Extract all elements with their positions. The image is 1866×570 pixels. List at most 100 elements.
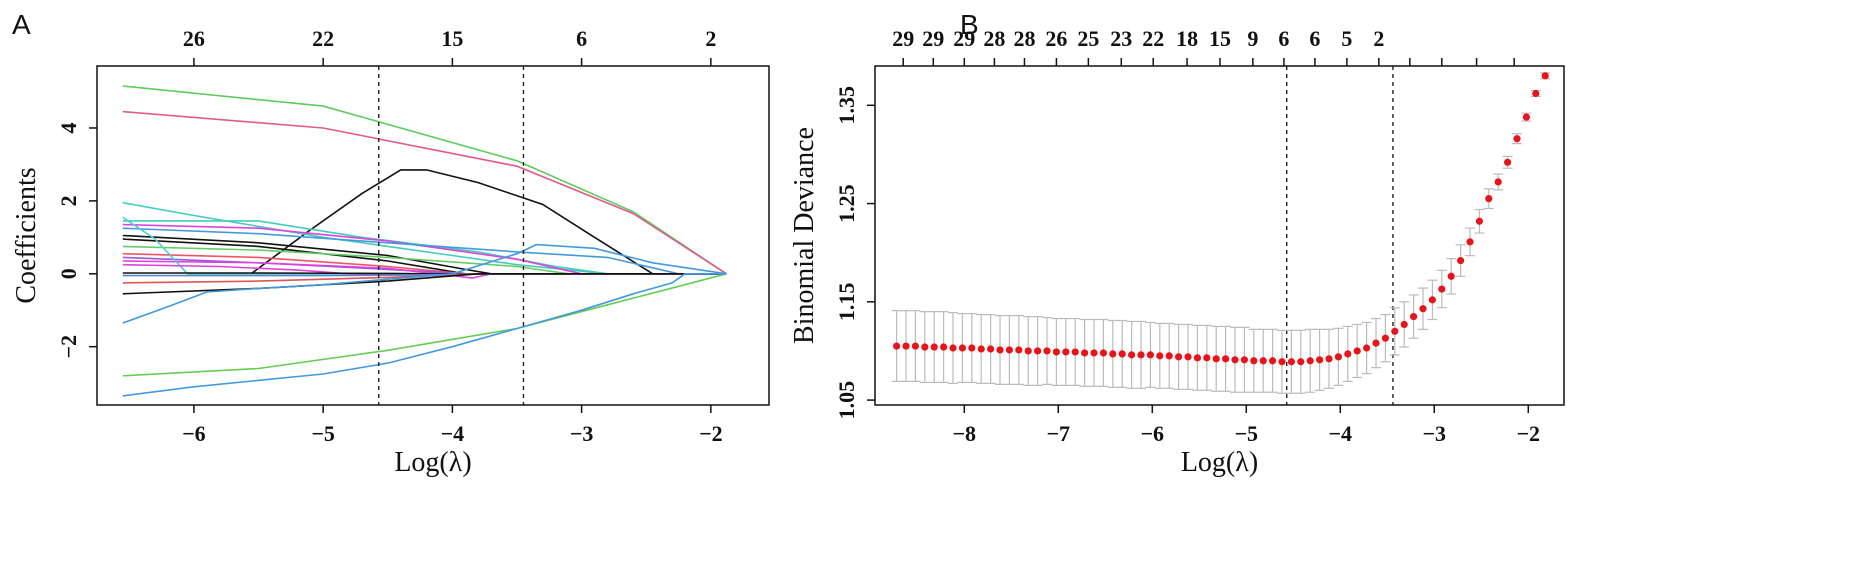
deviance-point	[1353, 347, 1361, 355]
y-tick-label: 1.25	[834, 184, 859, 223]
deviance-point	[1146, 351, 1155, 359]
deviance-point	[1231, 356, 1239, 364]
series-line-coef-22	[122, 272, 727, 397]
x-tick-label: −2	[699, 421, 723, 446]
top-tick-label: 22	[1142, 26, 1164, 51]
deviance-point	[949, 344, 957, 352]
deviance-point	[1109, 350, 1117, 358]
deviance-point	[1156, 352, 1164, 360]
top-tick-label: 25	[1077, 26, 1099, 51]
top-tick-label: 29	[922, 26, 944, 51]
deviance-point	[1184, 353, 1192, 361]
deviance-point	[1212, 355, 1220, 363]
deviance-point	[1081, 349, 1089, 357]
top-tick-label: 28	[1013, 26, 1035, 51]
top-tick-label: 2	[1373, 26, 1384, 51]
plot-frame-a	[96, 65, 770, 406]
deviance-point	[1532, 89, 1540, 98]
deviance-point	[1043, 347, 1051, 355]
panel-b-letter: B	[960, 9, 979, 40]
top-tick-label: 26	[183, 26, 205, 51]
y-tick-label: 0	[56, 268, 81, 279]
deviance-point	[1193, 354, 1202, 362]
x-tick-label: −6	[182, 421, 206, 446]
deviance-point	[1071, 348, 1079, 356]
deviance-point	[1438, 285, 1446, 293]
series-line-coef-4	[122, 201, 727, 275]
deviance-point	[1372, 339, 1380, 347]
deviance-point	[996, 346, 1004, 354]
deviance-point	[1287, 358, 1296, 366]
x-tick-label: −7	[1047, 421, 1071, 446]
x-tick-label: −3	[1423, 421, 1447, 446]
deviance-point	[940, 343, 948, 351]
top-tick-label: 26	[1045, 26, 1067, 51]
top-tick-label: 29	[953, 26, 975, 51]
plot-area-b	[891, 66, 1551, 405]
y-axis-title: Binomial Deviance	[789, 127, 820, 344]
deviance-point	[987, 345, 995, 353]
deviance-point	[1457, 256, 1465, 265]
deviance-point	[1118, 350, 1126, 358]
top-tick-label: 15	[1209, 26, 1231, 51]
x-tick-label: −4	[441, 421, 465, 446]
panel-a-letter: A	[12, 9, 31, 40]
deviance-point	[1005, 346, 1014, 354]
deviance-point	[1269, 357, 1277, 365]
series-line-coef-1	[122, 85, 727, 275]
series-line-coef-19	[122, 272, 727, 295]
x-axis-title: Log(λ)	[394, 447, 471, 478]
plot-area-a	[122, 66, 727, 405]
series-line-coef-3	[251, 169, 727, 275]
deviance-point	[1475, 217, 1484, 225]
deviance-point	[1344, 350, 1352, 358]
x-tick-label: −6	[1141, 421, 1165, 446]
deviance-point	[1522, 113, 1531, 121]
deviance-point	[921, 343, 929, 351]
top-tick-label: 6	[1309, 26, 1320, 51]
deviance-point	[1015, 346, 1023, 354]
deviance-point	[977, 345, 985, 353]
deviance-point	[1363, 344, 1371, 352]
top-tick-label: 2	[705, 26, 716, 51]
deviance-point	[1259, 357, 1267, 365]
x-tick-label: −2	[1517, 421, 1541, 446]
y-tick-label: 1.05	[834, 381, 859, 420]
top-tick-label: 28	[983, 26, 1005, 51]
top-tick-label: 6	[576, 26, 587, 51]
deviance-point	[1410, 312, 1418, 321]
y-tick-label: 4	[56, 122, 81, 133]
top-tick-label: 9	[1247, 26, 1258, 51]
deviance-point	[1400, 320, 1408, 329]
deviance-point	[1541, 72, 1549, 80]
top-tick-label: 6	[1278, 26, 1289, 51]
plot-frame-b	[874, 65, 1565, 406]
x-tick-label: −5	[311, 421, 335, 446]
deviance-point	[902, 342, 910, 350]
series-line-coef-2	[122, 110, 727, 275]
deviance-point	[1316, 356, 1324, 364]
deviance-point	[1466, 238, 1474, 246]
deviance-point	[1513, 135, 1521, 143]
deviance-point	[1447, 272, 1455, 280]
top-tick-label: 18	[1176, 26, 1198, 51]
deviance-point	[1419, 305, 1427, 313]
deviance-point	[893, 342, 901, 350]
deviance-point	[1024, 347, 1032, 355]
deviance-point	[1428, 296, 1437, 304]
deviance-point	[1381, 334, 1390, 342]
deviance-point	[1485, 195, 1493, 203]
deviance-point	[1325, 355, 1333, 363]
top-tick-label: 15	[441, 26, 463, 51]
x-axis-title: Log(λ)	[1181, 447, 1258, 478]
x-tick-label: −3	[570, 421, 594, 446]
deviance-point	[1034, 347, 1042, 355]
deviance-point	[1128, 351, 1136, 359]
deviance-point	[1222, 355, 1230, 363]
y-axis-title: Coefficients	[11, 167, 42, 303]
deviance-point	[1250, 357, 1258, 365]
deviance-point	[1297, 358, 1305, 366]
y-tick-label: 1.15	[834, 283, 859, 322]
